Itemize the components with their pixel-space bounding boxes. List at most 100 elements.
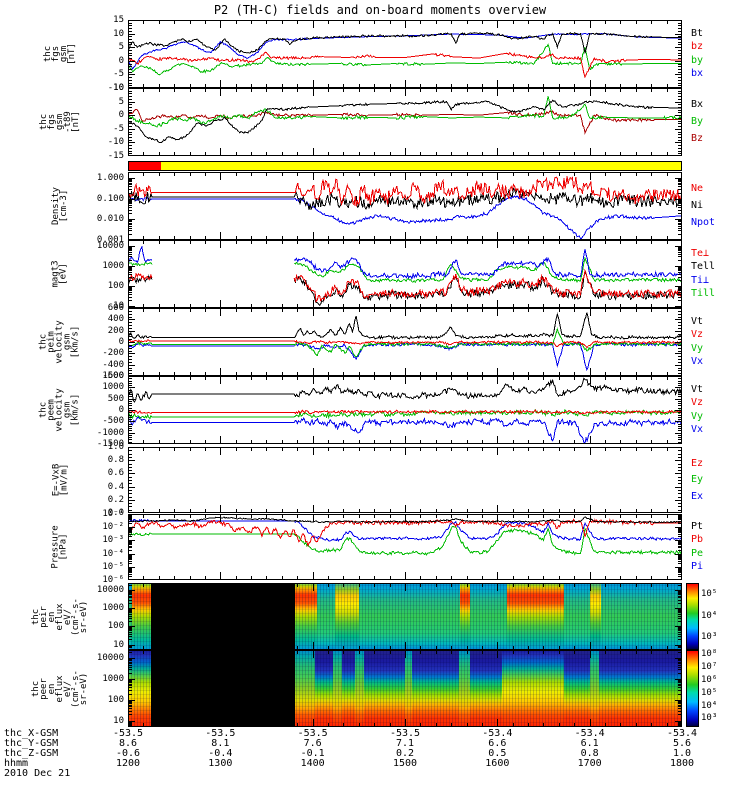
spectrogram-segment (128, 650, 152, 727)
axis-tick-value: 0.2 (395, 748, 415, 759)
y-tick-label: 100 (107, 281, 124, 292)
y-tick-label: 100 (107, 694, 124, 705)
axis-tick-value: 1800 (669, 758, 695, 769)
spectrogram-segment (412, 650, 460, 727)
colorbar-tick-label: 10³ (701, 713, 718, 724)
axis-tick-value: -53.5 (112, 728, 144, 739)
y-tick-label: 1000 (102, 261, 124, 272)
y-tick-label: -600 (102, 371, 124, 381)
y-tick-label: 0 (118, 110, 124, 121)
y-tick-label: 0.100 (96, 193, 124, 204)
axis-tick-value: -0.1 (300, 748, 325, 759)
y-tick-label: 0 (118, 55, 124, 66)
colorbar-tick-label: 10⁵ (701, 589, 718, 600)
y-tick-label: 0.6 (107, 468, 124, 479)
axis-row-label-thcygsm: thc_Y-GSM (4, 738, 59, 749)
axis-tick-value: -53.4 (666, 728, 698, 739)
y-tick-label: 0.010 (96, 214, 124, 225)
legend-label-vx: Vx (691, 424, 704, 436)
spectrogram-segment (563, 650, 591, 727)
y-tick-label: 10 (113, 715, 124, 726)
axis-tick-value: -0.6 (115, 748, 141, 759)
axis-tick-value: -53.5 (205, 728, 236, 739)
spectrogram-segment (355, 650, 365, 727)
quality-bar-track (128, 161, 682, 171)
spectrogram-segment (358, 583, 461, 650)
colorbar (686, 583, 699, 650)
spectrogram-segment (501, 650, 565, 727)
legend-label-by: by (691, 54, 704, 66)
axis-tick-value: 1300 (208, 758, 233, 769)
legend-label-ey: Ey (691, 474, 704, 485)
y-tick-label: -1000 (96, 427, 124, 438)
panel-magt3: magt3 [eV] 10000 1000 100 10 Te⊥ Tell Ti⊥ Till (0, 240, 750, 311)
y-tick-label: 0 (118, 405, 124, 415)
axis-tick-value: 1200 (115, 758, 141, 769)
spectrogram-segment (151, 583, 295, 650)
panel-peir-spec: thc peir en eflux eV/ (cm²-s- sr-eV) 1000… (0, 583, 750, 650)
y-tick-label: 10⁻³ (102, 535, 124, 546)
axis-tick-value: -53.5 (389, 728, 421, 739)
legend-label-vt: Vt (691, 315, 704, 327)
y-tick-label: 1.0 (107, 442, 124, 452)
y-tick-label: 10⁻⁵ (102, 561, 124, 572)
axis-tick-value: 8.1 (211, 738, 230, 749)
spectrogram-segment (334, 583, 360, 650)
y-tick-label: 10000 (96, 241, 124, 252)
axis-row-label-hhmm: hhmm (4, 758, 29, 769)
y-tick-label: 0.4 (107, 481, 124, 492)
y-tick-label: 1000 (102, 674, 124, 685)
spectrogram-segment (563, 583, 591, 650)
spectrogram-segment (294, 650, 316, 727)
panel-fgs-gsm-t89: thc fgs gsm -t89 [nT] 10 5 0 -5 -10 -15 Bx By Bz (0, 84, 750, 161)
legend-label-ez: Ez (691, 457, 704, 469)
colorbar-tick-label: 10⁴ (701, 700, 718, 711)
spectrogram-segment (151, 650, 295, 727)
axis-tick-value: -53.5 (297, 728, 328, 739)
panel-peim-velocity: thc peim velocity gsm [km/s] 600 400 200 0 -2… (0, 304, 750, 381)
legend-label-pb: Pb (691, 534, 704, 546)
y-tick-label: 1.000 (96, 173, 124, 184)
axis-tick-value: 6.1 (580, 738, 599, 749)
legend-label-pt: Pt (691, 521, 704, 533)
axis-tick-value: 7.6 (303, 738, 322, 749)
page-title: P2 (TH-C) fields and on-board moments ov… (213, 3, 547, 17)
y-tick-label: 0.2 (107, 494, 124, 505)
y-tick-label: -1500 (96, 439, 124, 449)
spectrogram-segment (598, 650, 682, 727)
spectrogram-segment (600, 583, 682, 650)
y-tick-label: 5 (118, 96, 124, 107)
axis-tick-value: 8.6 (118, 738, 138, 749)
spectrogram-segment (589, 583, 602, 650)
y-tick-label: 400 (107, 314, 124, 325)
axis-row-label-thczgsm: thc_Z-GSM (4, 748, 59, 759)
spectrogram-segment (332, 650, 343, 727)
date-label: 2010 Dec 21 (4, 768, 71, 779)
y-tick-label: 15 (113, 15, 124, 25)
legend-label-bz: bz (691, 41, 704, 53)
y-tick-label: -500 (102, 416, 124, 427)
spectrogram-segment (589, 650, 600, 727)
y-tick-label: 10000 (96, 585, 124, 596)
colorbar-tick-label: 10⁸ (701, 648, 718, 659)
y-tick-label: 200 (107, 325, 124, 336)
panel-peer-spec: thc peer en eflux eV/ (cm²-s- sr-eV) 1000… (0, 648, 750, 727)
y-tick-label: 500 (107, 393, 124, 404)
legend-label-bt: Bt (691, 27, 704, 39)
axis-row-label-thcxgsm: thc_X-GSM (4, 728, 59, 739)
legend-label-vt: Vt (691, 383, 704, 395)
quality-bar-segment (161, 162, 681, 170)
legend-label-vy: Vy (691, 410, 704, 422)
legend-label-npot: Npot (691, 217, 716, 228)
y-tick-label: 1000 (102, 603, 124, 614)
y-tick-label: 10000 (96, 653, 124, 664)
spectrogram-segment (458, 650, 471, 727)
y-tick-label: 10⁻¹ (102, 509, 124, 519)
legend-label-vx: Vx (691, 356, 704, 368)
spectrogram-segment (364, 650, 406, 727)
colorbar-tick-label: 10⁷ (701, 661, 718, 672)
y-tick-label: 0 (118, 337, 124, 347)
y-tick-label: -10 (107, 137, 124, 148)
panel-quality-bar (0, 161, 750, 171)
axis-tick-value: 5.6 (672, 738, 692, 749)
